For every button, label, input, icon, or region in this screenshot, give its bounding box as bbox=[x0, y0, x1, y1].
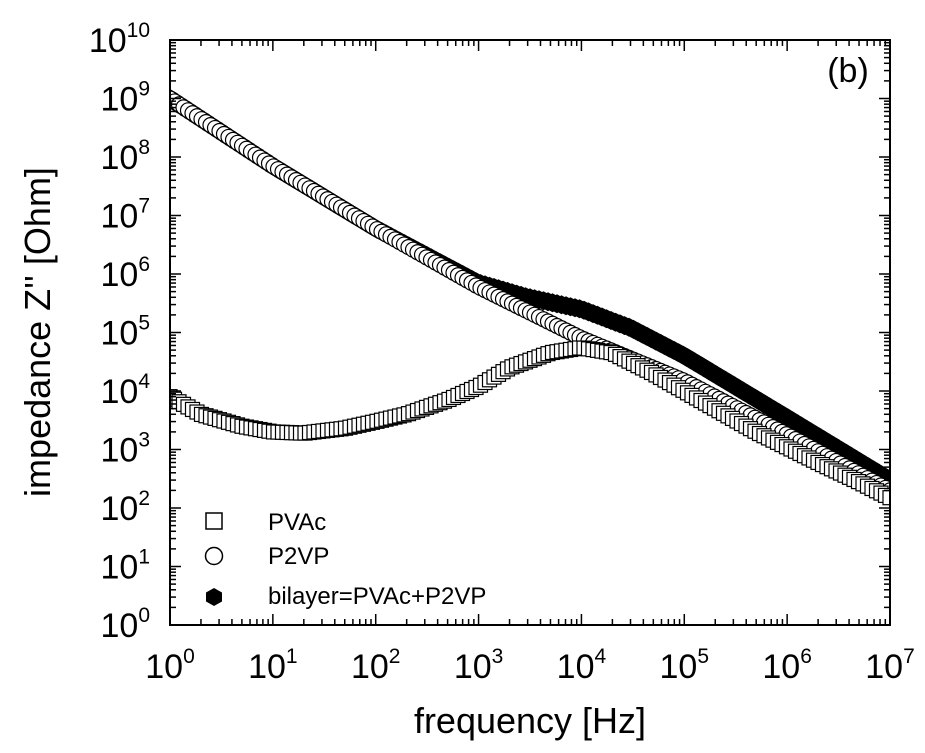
x-tick-exponent: 1 bbox=[286, 645, 298, 668]
y-tick-base: 10 bbox=[100, 315, 138, 353]
y-tick-exponent: 4 bbox=[138, 370, 150, 393]
x-tick-label: 100 bbox=[145, 645, 195, 686]
y-tick-exponent: 10 bbox=[127, 19, 150, 42]
x-tick-label: 107 bbox=[865, 645, 915, 686]
y-tick-base: 10 bbox=[100, 81, 138, 119]
y-tick-base: 10 bbox=[100, 139, 138, 177]
y-tick-base: 10 bbox=[100, 607, 138, 645]
y-tick-exponent: 8 bbox=[138, 136, 150, 159]
y-tick-exponent: 7 bbox=[138, 195, 150, 218]
y-tick-label: 102 bbox=[100, 487, 150, 528]
y-tick-base: 10 bbox=[89, 22, 127, 60]
x-tick-label: 101 bbox=[248, 645, 298, 686]
y-tick-label: 104 bbox=[100, 370, 150, 411]
y-tick-exponent: 6 bbox=[138, 253, 150, 276]
x-tick-exponent: 0 bbox=[183, 645, 195, 668]
y-tick-label: 108 bbox=[100, 136, 150, 177]
y-tick-label: 105 bbox=[100, 312, 150, 353]
legend: PVAc P2VP bilayer=PVAc+P2VP bbox=[204, 509, 486, 610]
legend-marker-bilayer bbox=[206, 588, 222, 606]
x-tick-label: 102 bbox=[351, 645, 401, 686]
y-tick-label: 106 bbox=[100, 253, 150, 294]
y-tick-exponent: 9 bbox=[138, 78, 150, 101]
y-tick-base: 10 bbox=[100, 256, 138, 294]
panel-label: (b) bbox=[827, 52, 869, 90]
y-tick-exponent: 5 bbox=[138, 312, 150, 335]
y-tick-label: 100 bbox=[100, 604, 150, 645]
y-tick-base: 10 bbox=[100, 432, 138, 470]
legend-marker-pvac bbox=[205, 512, 223, 530]
x-tick-exponent: 2 bbox=[389, 645, 401, 668]
legend-label-bilayer: bilayer=PVAc+P2VP bbox=[268, 583, 486, 610]
x-tick-label: 106 bbox=[762, 645, 812, 686]
x-axis-label: frequency [Hz] bbox=[414, 700, 646, 741]
x-tick-base: 10 bbox=[248, 648, 286, 686]
ticks-layer bbox=[169, 39, 891, 626]
x-tick-base: 10 bbox=[557, 648, 595, 686]
legend-label-pvac: PVAc bbox=[268, 509, 326, 536]
series-layer bbox=[170, 89, 890, 506]
x-tick-exponent: 7 bbox=[903, 645, 915, 668]
x-tick-exponent: 6 bbox=[800, 645, 812, 668]
y-tick-label: 103 bbox=[100, 429, 150, 470]
y-tick-exponent: 1 bbox=[138, 546, 150, 569]
x-tick-exponent: 4 bbox=[594, 645, 606, 668]
tick-labels-layer: 100 101 102 103 104 105 106 1071001011021031041… bbox=[89, 19, 915, 686]
x-tick-label: 105 bbox=[660, 645, 710, 686]
y-tick-exponent: 2 bbox=[138, 487, 150, 510]
x-tick-base: 10 bbox=[145, 648, 183, 686]
y-tick-base: 10 bbox=[100, 490, 138, 528]
y-tick-label: 109 bbox=[100, 78, 150, 119]
data-point-pvac bbox=[882, 490, 890, 506]
y-tick-exponent: 3 bbox=[138, 429, 150, 452]
x-tick-base: 10 bbox=[865, 648, 903, 686]
x-tick-base: 10 bbox=[660, 648, 698, 686]
x-tick-label: 103 bbox=[454, 645, 504, 686]
y-tick-base: 10 bbox=[100, 198, 138, 236]
y-tick-label: 101 bbox=[100, 546, 150, 587]
x-tick-base: 10 bbox=[351, 648, 389, 686]
x-tick-exponent: 5 bbox=[697, 645, 709, 668]
series-open-square bbox=[170, 340, 890, 506]
y-tick-exponent: 0 bbox=[138, 604, 150, 627]
x-tick-exponent: 3 bbox=[492, 645, 504, 668]
y-tick-label: 1010 bbox=[89, 19, 150, 60]
legend-label-p2vp: P2VP bbox=[268, 543, 329, 570]
legend-marker-p2vp bbox=[204, 546, 224, 566]
y-tick-base: 10 bbox=[100, 549, 138, 587]
plot-frame bbox=[169, 39, 891, 626]
y-tick-base: 10 bbox=[100, 373, 138, 411]
x-tick-base: 10 bbox=[454, 648, 492, 686]
x-tick-base: 10 bbox=[762, 648, 800, 686]
y-tick-label: 107 bbox=[100, 195, 150, 236]
y-axis-label: impedance Z'' [Ohm] bbox=[17, 167, 58, 497]
x-tick-label: 104 bbox=[557, 645, 607, 686]
